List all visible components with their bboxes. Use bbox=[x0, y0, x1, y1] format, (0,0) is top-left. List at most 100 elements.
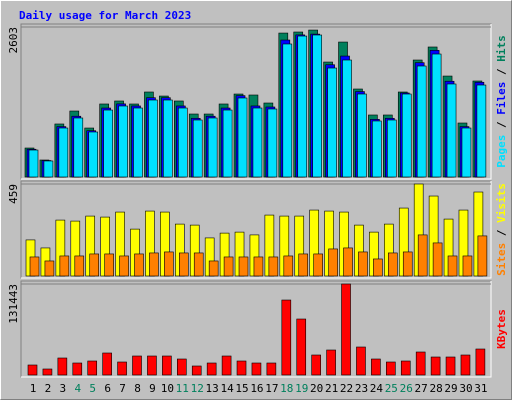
bar bbox=[119, 255, 129, 277]
bar bbox=[252, 107, 263, 178]
bar bbox=[58, 127, 69, 178]
bar bbox=[327, 67, 337, 178]
bar bbox=[342, 59, 352, 178]
bar bbox=[267, 108, 278, 178]
bar bbox=[253, 256, 264, 277]
bar bbox=[430, 356, 441, 376]
x-tick-label: 11 bbox=[176, 382, 189, 395]
bar bbox=[312, 34, 322, 178]
legend-entry: KBytes bbox=[495, 309, 508, 349]
bar bbox=[268, 256, 279, 277]
bar bbox=[191, 365, 202, 376]
bar bbox=[447, 255, 458, 277]
bar bbox=[386, 361, 396, 376]
x-tick-label: 13 bbox=[206, 382, 219, 395]
bar bbox=[238, 256, 249, 277]
bar bbox=[343, 247, 353, 277]
y-tick-label: 2603 bbox=[7, 27, 20, 54]
bar bbox=[221, 355, 232, 376]
x-tick-label: 8 bbox=[134, 382, 141, 395]
bar bbox=[44, 260, 55, 277]
legend: Pages / Files / Hits bbox=[495, 35, 508, 168]
bar bbox=[356, 346, 366, 376]
bar bbox=[298, 253, 309, 277]
legend-separator: / bbox=[495, 115, 508, 135]
bar bbox=[432, 242, 443, 277]
x-tick-label: 24 bbox=[370, 382, 384, 395]
bar bbox=[326, 349, 336, 376]
x-tick-label: 29 bbox=[444, 382, 457, 395]
bar bbox=[237, 97, 248, 178]
x-tick-label: 9 bbox=[149, 382, 156, 395]
bar bbox=[282, 43, 293, 178]
bar bbox=[281, 299, 292, 376]
plot-area bbox=[20, 280, 492, 378]
x-tick-label: 19 bbox=[295, 382, 308, 395]
bar bbox=[460, 354, 471, 376]
legend-entry: Pages bbox=[495, 135, 508, 168]
chart-title: Daily usage for March 2023 bbox=[19, 9, 191, 22]
legend: Sites / Visits bbox=[495, 183, 508, 276]
plot-edge bbox=[21, 24, 492, 180]
bar bbox=[27, 364, 38, 376]
bar bbox=[313, 253, 323, 277]
bar bbox=[208, 260, 219, 277]
legend-separator: / bbox=[495, 223, 508, 243]
bar bbox=[74, 255, 85, 277]
bar bbox=[477, 235, 488, 277]
bar bbox=[162, 355, 172, 376]
bar bbox=[178, 107, 188, 178]
x-tick-label: 10 bbox=[161, 382, 174, 395]
legend-separator: / bbox=[495, 62, 508, 82]
bar bbox=[193, 252, 204, 277]
bar bbox=[42, 368, 53, 376]
bar bbox=[207, 117, 218, 178]
bar bbox=[416, 65, 427, 178]
bar bbox=[117, 361, 127, 376]
bar bbox=[328, 248, 338, 277]
bar bbox=[87, 360, 98, 376]
bar bbox=[296, 318, 307, 376]
bar bbox=[134, 253, 144, 277]
bar bbox=[29, 256, 40, 277]
x-tick-label: 17 bbox=[265, 382, 278, 395]
bar bbox=[402, 251, 413, 277]
bar bbox=[132, 355, 142, 376]
bar bbox=[192, 119, 203, 178]
x-tick-label: 1 bbox=[30, 382, 37, 395]
x-tick-label: 5 bbox=[89, 382, 96, 395]
legend-entry: Files bbox=[495, 82, 508, 115]
bar bbox=[475, 348, 486, 376]
bar bbox=[147, 355, 157, 376]
x-tick-label: 22 bbox=[340, 382, 353, 395]
x-tick-label: 15 bbox=[235, 382, 248, 395]
bar bbox=[373, 258, 383, 277]
bar bbox=[57, 357, 68, 376]
bar bbox=[148, 99, 158, 178]
plot-edge bbox=[21, 281, 492, 378]
x-tick-label: 12 bbox=[191, 382, 204, 395]
plot-edge bbox=[21, 181, 492, 279]
x-tick-label: 26 bbox=[400, 382, 413, 395]
x-tick-label: 27 bbox=[415, 382, 428, 395]
x-tick-label: 16 bbox=[250, 382, 263, 395]
legend: KBytes bbox=[495, 309, 508, 349]
bar bbox=[103, 109, 113, 178]
bar bbox=[445, 356, 456, 376]
x-tick-label: 23 bbox=[355, 382, 368, 395]
x-tick-label: 25 bbox=[385, 382, 398, 395]
bar bbox=[357, 93, 367, 178]
bar bbox=[28, 149, 39, 178]
bar bbox=[372, 120, 382, 178]
bar bbox=[415, 351, 426, 376]
bar bbox=[43, 160, 54, 178]
x-tick-label: 30 bbox=[459, 382, 472, 395]
x-tick-label: 28 bbox=[429, 382, 442, 395]
x-tick-label: 6 bbox=[104, 382, 111, 395]
bar bbox=[89, 253, 100, 277]
bar bbox=[387, 119, 397, 178]
bar bbox=[73, 117, 84, 178]
legend-entry: Visits bbox=[495, 183, 508, 223]
